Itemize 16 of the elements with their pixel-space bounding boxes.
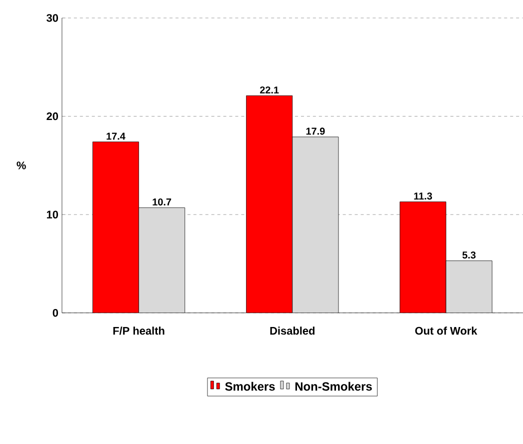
data-label: 10.7 xyxy=(152,198,172,206)
data-label: 17.9 xyxy=(306,128,325,135)
y-tick-label: 20 xyxy=(46,112,58,120)
y-tick-label: 0 xyxy=(52,309,58,317)
y-axis-title: % xyxy=(16,162,26,170)
x-tick-label: F/P health xyxy=(113,326,164,335)
data-label: 5.3 xyxy=(462,252,476,259)
data-label: 22.1 xyxy=(260,86,279,94)
legend-label: Smokers xyxy=(225,382,275,391)
x-tick-label: Out of Work xyxy=(415,326,478,335)
y-tick-label: 10 xyxy=(46,210,58,219)
legend-label: Non-Smokers xyxy=(295,382,372,391)
data-label: 17.4 xyxy=(106,132,126,140)
data-label: 11.3 xyxy=(414,192,432,200)
y-tick-label: 30 xyxy=(46,14,58,22)
x-tick-label: Disabled xyxy=(270,326,314,335)
